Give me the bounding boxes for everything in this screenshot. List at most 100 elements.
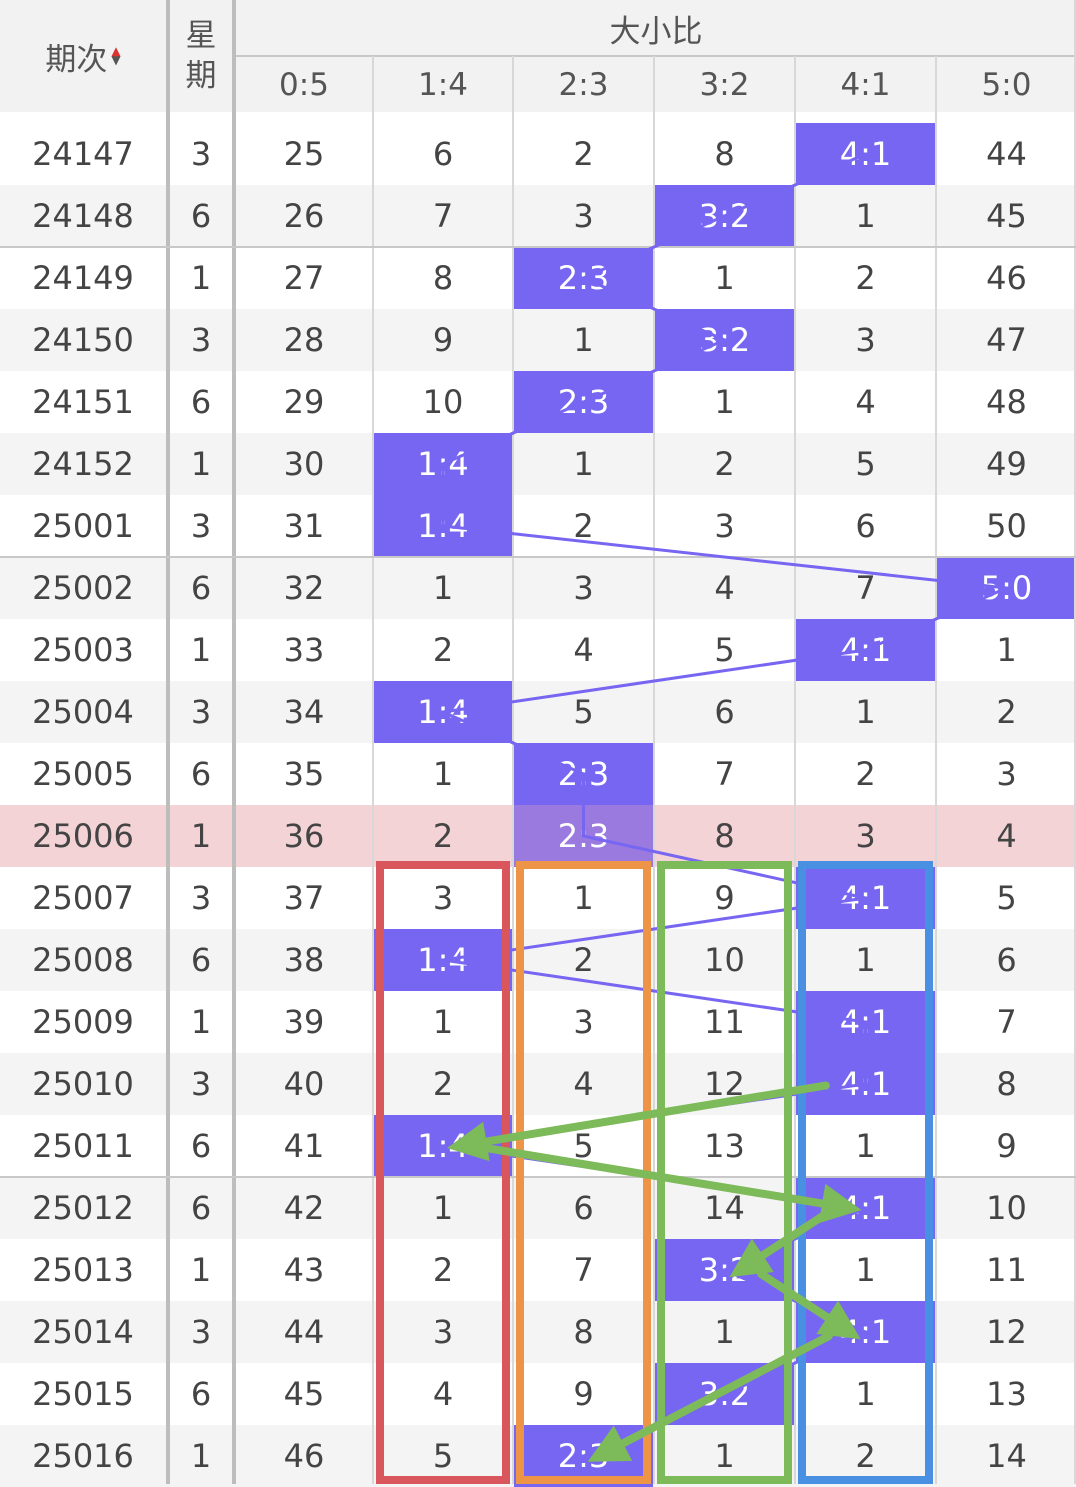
weekday-cell: 1: [190, 1251, 212, 1289]
omission-cell: 7: [714, 755, 735, 793]
omission-cell: 29: [283, 383, 325, 421]
omission-cell: 5: [996, 879, 1017, 917]
period-cell: 25008: [32, 941, 134, 979]
table-row[interactable]: 25014 3 44 3 8 1 4:1 12: [0, 1301, 1076, 1363]
annotation-arrow: [757, 1270, 861, 1340]
omission-cell: 36: [283, 817, 325, 855]
omission-cell: 49: [986, 445, 1027, 483]
omission-cell: 8: [432, 259, 454, 297]
omission-cell: 28: [283, 321, 325, 359]
omission-cell: 12: [986, 1313, 1027, 1351]
table-row[interactable]: 24152 1 30 1:4 1 2 5 49: [0, 433, 1076, 495]
omission-cell: 7: [432, 197, 454, 235]
column-divider: [935, 56, 937, 1484]
weekday-cell: 3: [190, 1065, 212, 1103]
omission-cell: 25: [283, 135, 325, 173]
omission-cell: 7: [573, 1251, 594, 1289]
weekday-header-top: 星: [185, 18, 217, 54]
omission-cell: 34: [283, 693, 325, 731]
annotation-box: [798, 861, 933, 1484]
table-row[interactable]: 25009 1 39 1 3 11 4:1 7: [0, 991, 1076, 1053]
period-cell: 25010: [32, 1065, 134, 1103]
column-divider: [512, 56, 514, 1484]
omission-cell: 8: [714, 817, 735, 855]
weekday-cell: 3: [190, 1313, 212, 1351]
period-cell: 24147: [32, 135, 134, 173]
weekday-cell: 6: [190, 1375, 212, 1413]
period-cell: 25011: [32, 1127, 134, 1165]
weekday-cell: 6: [190, 383, 212, 421]
omission-cell: 2: [573, 941, 594, 979]
omission-cell: 13: [704, 1127, 745, 1165]
omission-cell: 1: [432, 569, 454, 607]
period-cell: 25003: [32, 631, 134, 669]
weekday-cell: 1: [190, 445, 212, 483]
column-header: 0:5: [279, 67, 329, 103]
weekday-cell: 3: [190, 693, 212, 731]
omission-cell: 8: [573, 1313, 594, 1351]
table-header: 期次 ▲ ▼ 星 期 大小比 0:5 1:4 2:3 3:2 4:1 5:0: [0, 0, 1076, 112]
omission-cell: 41: [283, 1127, 325, 1165]
omission-cell: 2: [714, 445, 735, 483]
period-cell: 24149: [32, 259, 134, 297]
weekday-cell: 3: [190, 135, 212, 173]
weekday-cell: 6: [190, 941, 212, 979]
omission-cell: 42: [283, 1189, 325, 1227]
weekday-cell: 6: [190, 197, 212, 235]
annotation-arrow: [587, 1332, 833, 1462]
omission-cell: 3: [432, 879, 454, 917]
omission-cell: 11: [704, 1003, 745, 1041]
period-cell: 25016: [32, 1437, 134, 1475]
table-row[interactable]: 25008 6 38 1:4 2 10 1 6: [0, 929, 1076, 991]
omission-cell: 5: [855, 445, 876, 483]
omission-cell: 2: [855, 259, 876, 297]
omission-cell: 3: [573, 1003, 594, 1041]
omission-cell: 30: [283, 445, 325, 483]
omission-cell: 10: [986, 1189, 1027, 1227]
table-row[interactable]: 24151 6 29 10 2:3 1 4 48: [0, 371, 1076, 433]
omission-cell: 14: [704, 1189, 745, 1227]
omission-cell: 1: [714, 383, 735, 421]
omission-cell: 8: [996, 1065, 1017, 1103]
table-row[interactable]: 25013 1 43 2 7 3:2 1 11: [0, 1239, 1076, 1301]
period-column-header[interactable]: 期次 ▲ ▼: [0, 0, 166, 112]
omission-cell: 10: [704, 941, 745, 979]
omission-cell: 44: [986, 135, 1027, 173]
annotation-arrow: [729, 1208, 833, 1278]
omission-cell: 3: [573, 197, 594, 235]
weekday-cell: 1: [190, 259, 212, 297]
omission-cell: 1: [573, 879, 594, 917]
omission-cell: 9: [714, 879, 735, 917]
table-row[interactable]: 24148 6 26 7 3 3:2 1 45: [0, 185, 1076, 247]
period-cell: 24152: [32, 445, 134, 483]
period-cell: 25002: [32, 569, 134, 607]
omission-cell: 46: [283, 1437, 325, 1475]
omission-cell: 3: [432, 1313, 454, 1351]
period-cell: 25007: [32, 879, 134, 917]
omission-cell: 38: [283, 941, 325, 979]
weekday-cell: 1: [190, 1003, 212, 1041]
omission-cell: 9: [432, 321, 454, 359]
table-row[interactable]: 24150 3 28 9 1 3:2 3 47: [0, 309, 1076, 371]
omission-cell: 3: [714, 507, 735, 545]
omission-cell: 5: [573, 693, 594, 731]
omission-cell: 26: [283, 197, 325, 235]
annotation-box: [376, 861, 510, 1484]
omission-cell: 7: [855, 569, 876, 607]
omission-cell: 45: [283, 1375, 325, 1413]
table-row[interactable]: 25006 1 36 2 2:3 8 3 4: [0, 805, 1076, 867]
omission-cell: 2: [432, 631, 454, 669]
column-divider: [232, 0, 236, 1484]
group-divider: [0, 556, 1076, 558]
omission-cell: 1: [855, 197, 876, 235]
omission-cell: 2: [855, 755, 876, 793]
weekday-cell: 6: [190, 1127, 212, 1165]
period-cell: 25004: [32, 693, 134, 731]
omission-cell: 9: [573, 1375, 594, 1413]
omission-cell: 47: [986, 321, 1027, 359]
table-row[interactable]: 25007 3 37 3 1 9 4:1 5: [0, 867, 1076, 929]
sort-toggle-icon[interactable]: ▲ ▼: [111, 45, 120, 66]
column-divider: [653, 56, 655, 1484]
omission-cell: 1: [855, 693, 876, 731]
period-cell: 25006: [32, 817, 134, 855]
